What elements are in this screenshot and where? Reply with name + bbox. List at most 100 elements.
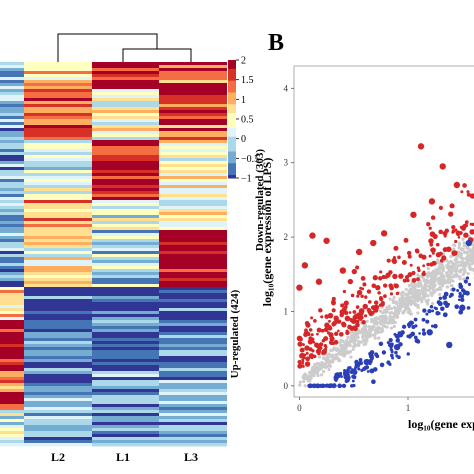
scatter-point <box>425 302 430 306</box>
heatmap-cell <box>0 95 24 99</box>
heatmap-cell <box>24 152 92 156</box>
scatter-point <box>337 329 340 333</box>
scatter-point <box>304 345 310 351</box>
scatter-point <box>434 307 438 311</box>
scatter-point <box>406 322 412 328</box>
scatter-point <box>439 279 443 283</box>
dendrogram-branch-l1-l3 <box>122 48 192 62</box>
heatmap-cell <box>0 266 24 270</box>
scatter-point <box>410 290 415 294</box>
scatter-point <box>445 274 449 278</box>
heatmap-cell <box>159 179 227 183</box>
heatmap-cell <box>0 116 24 120</box>
scatter-point <box>426 294 430 298</box>
heatmap-cell <box>159 257 227 261</box>
heatmap-cell <box>159 158 227 162</box>
scatter-point <box>361 333 365 337</box>
heatmap-cell <box>159 383 227 387</box>
scatter-point <box>460 297 465 302</box>
scatter-point <box>395 291 400 296</box>
scatter-point <box>367 328 371 332</box>
heatmap-cell <box>92 308 159 312</box>
heatmap-cell <box>159 218 227 222</box>
heatmap-cell <box>0 329 24 333</box>
heatmap-cell <box>92 323 159 327</box>
heatmap-cell <box>92 368 159 372</box>
colorbar-tick-label: 1.5 <box>241 75 254 86</box>
scatter-point <box>404 287 408 292</box>
heatmap-cell <box>24 113 92 117</box>
heatmap-cell <box>159 344 227 348</box>
heatmap-cell <box>0 62 24 66</box>
scatter-point <box>328 332 334 338</box>
scatter-point <box>467 257 471 262</box>
heatmap-cells <box>0 62 227 447</box>
scatter-point <box>397 255 401 260</box>
scatter-point <box>430 324 434 328</box>
heatmap-cell <box>159 248 227 252</box>
scatter-point <box>458 309 464 315</box>
heatmap-cell <box>24 95 92 99</box>
heatmap-cell <box>24 383 92 387</box>
heatmap-cell <box>92 356 159 360</box>
scatter-point <box>392 295 396 300</box>
heatmap-cell <box>24 71 92 75</box>
heatmap-cell <box>159 155 227 159</box>
heatmap-cell <box>159 140 227 144</box>
x-tick-label: 1 <box>406 403 411 413</box>
heatmap-cell <box>0 347 24 351</box>
heatmap-cell <box>0 431 24 435</box>
colorbar-segment <box>228 119 236 123</box>
heatmap-cell <box>159 95 227 99</box>
scatter-point <box>356 330 360 334</box>
heatmap-cell <box>159 401 227 405</box>
heatmap-cell <box>0 68 24 72</box>
scatter-point <box>323 237 330 244</box>
scatter-point <box>399 297 403 301</box>
heatmap-cell <box>0 230 24 234</box>
heatmap-cell <box>24 428 92 432</box>
heatmap-cell <box>24 350 92 354</box>
heatmap-cell <box>92 146 159 150</box>
heatmap-cell <box>0 413 24 417</box>
heatmap-cell <box>159 227 227 231</box>
scatter-point <box>317 355 322 359</box>
scatter-point <box>393 320 398 325</box>
heatmap-cell <box>159 437 227 441</box>
heatmap-cell <box>0 239 24 243</box>
scatter-point <box>430 302 435 306</box>
heatmap-cell <box>92 266 159 270</box>
heatmap-cell <box>0 350 24 354</box>
scatter-point <box>428 226 432 230</box>
scatter-point <box>378 276 383 281</box>
scatter-point <box>364 365 370 370</box>
scatter-point <box>350 368 355 372</box>
scatter-point <box>315 371 319 375</box>
scatter-point <box>358 308 365 314</box>
heatmap-cell <box>24 149 92 153</box>
scatter-point <box>325 353 329 357</box>
heatmap-cell <box>159 110 227 114</box>
heatmap-cell <box>24 200 92 204</box>
heatmap-cell <box>0 83 24 87</box>
scatter-point <box>447 260 451 264</box>
scatter-point <box>357 343 361 347</box>
scatter-point <box>455 260 459 264</box>
scatter-point <box>360 294 364 298</box>
heatmap-cell <box>24 74 92 78</box>
heatmap-cell <box>92 257 159 261</box>
heatmap-cell <box>159 404 227 408</box>
heatmap-cell <box>24 356 92 360</box>
scatter-point <box>352 344 356 348</box>
heatmap-cell <box>92 395 159 399</box>
heatmap-cell <box>0 434 24 438</box>
colorbar-segment <box>228 136 236 141</box>
heatmap-cell <box>159 428 227 432</box>
heatmap-cell <box>0 320 24 324</box>
heatmap-cell <box>92 413 159 417</box>
heatmap-cell <box>159 80 227 84</box>
heatmap-cell <box>92 353 159 357</box>
scatter-point <box>333 383 336 387</box>
heatmap-cell <box>92 101 159 105</box>
